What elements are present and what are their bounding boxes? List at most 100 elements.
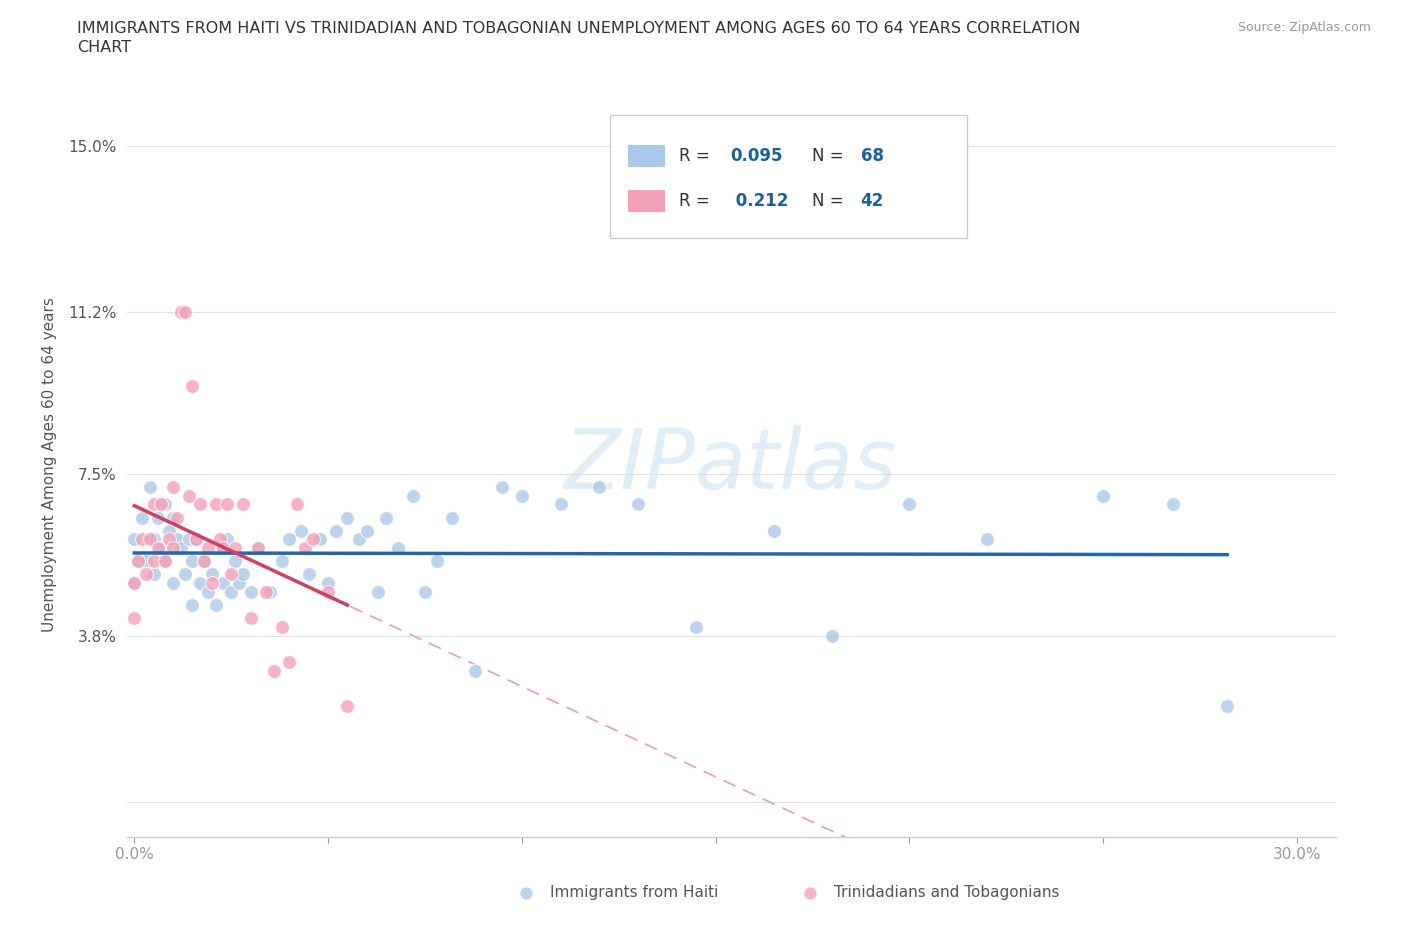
Bar [628,190,665,212]
Point [162,510,184,525]
Point [976,532,998,547]
Point [139,480,162,495]
Text: Source: ZipAtlas.com: Source: ZipAtlas.com [1237,21,1371,34]
Text: IMMIGRANTS FROM HAITI VS TRINIDADIAN AND TOBAGONIAN UNEMPLOYMENT AMONG AGES 60 T: IMMIGRANTS FROM HAITI VS TRINIDADIAN AND… [77,21,1081,36]
Point [491,480,513,495]
Text: 0.212: 0.212 [730,192,789,210]
Point [278,655,301,670]
Point [177,532,200,547]
Y-axis label: Unemployment Among Ages 60 to 64 years: Unemployment Among Ages 60 to 64 years [42,298,58,632]
Text: N =: N = [813,192,849,210]
Point [232,497,254,512]
FancyBboxPatch shape [610,115,967,238]
Point [627,497,650,512]
Point [316,576,339,591]
Point [402,488,425,503]
Point [550,497,572,512]
Point [254,584,277,599]
Point [124,576,146,591]
Point [186,532,208,547]
Point [464,663,486,678]
Point [294,540,316,555]
Point [170,304,193,319]
Point [510,488,533,503]
Point [157,524,180,538]
Point [217,532,239,547]
Point [150,497,173,512]
Text: 0.095: 0.095 [730,147,782,166]
Point [124,611,146,626]
Point [239,611,262,626]
Point [155,497,177,512]
Point [162,576,184,591]
Point [142,532,165,547]
Point [204,598,226,613]
Point [135,567,157,582]
Point [193,554,215,569]
Point [201,567,224,582]
Point [188,576,211,591]
Text: R =: R = [679,147,716,166]
Point [309,532,332,547]
Point [188,497,211,512]
Point [413,584,436,599]
Point [228,576,250,591]
Point [212,576,235,591]
Point [356,524,378,538]
Point [157,532,180,547]
Point [285,497,308,512]
Point [201,576,224,591]
Point [208,532,231,547]
Point [278,532,301,547]
Point [1216,698,1239,713]
Point [224,554,246,569]
Point [426,554,449,569]
Point [197,540,219,555]
Text: Immigrants from Haiti: Immigrants from Haiti [550,885,718,900]
Point [181,379,204,393]
Point [173,304,195,319]
Point [181,598,204,613]
Point [131,532,153,547]
Point [146,510,169,525]
Point [441,510,464,525]
Text: Trinidadians and Tobagonians: Trinidadians and Tobagonians [834,885,1059,900]
Point [232,567,254,582]
Point [197,584,219,599]
Point [821,629,844,644]
Point [177,488,200,503]
Point [367,584,389,599]
Point [898,497,921,512]
Point [139,532,162,547]
Point [301,532,323,547]
Point [219,567,242,582]
Point [375,510,398,525]
Point [217,497,239,512]
Point [762,524,785,538]
Point [124,576,146,591]
Point [142,567,165,582]
Point [146,540,169,555]
Point [239,584,262,599]
Text: CHART: CHART [77,40,131,55]
Point [588,480,610,495]
Point [316,584,339,599]
Point [142,554,165,569]
Point [1161,497,1184,512]
Point [142,497,165,512]
Point [162,540,184,555]
Point [155,554,177,569]
Point [298,567,321,582]
Point [166,532,188,547]
Point [127,554,149,569]
Point [347,532,370,547]
Point [186,532,208,547]
Point [247,540,270,555]
Bar [628,145,665,167]
Point [155,554,177,569]
Point [263,663,285,678]
Point [204,497,226,512]
Point [170,540,193,555]
Point [259,584,281,599]
Point [162,480,184,495]
